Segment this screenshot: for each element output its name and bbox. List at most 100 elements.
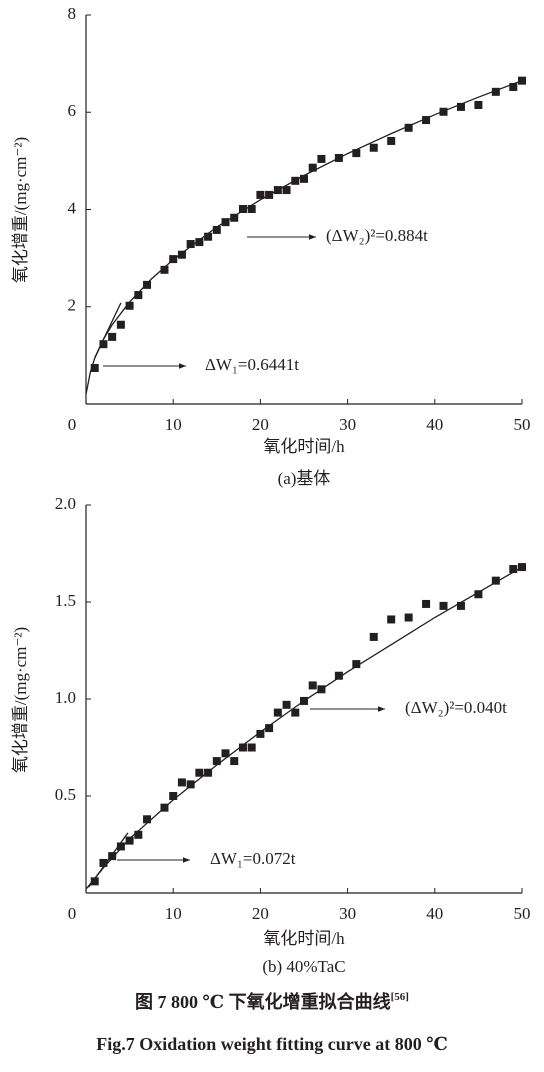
subtitle: (b) 40%TaC	[262, 957, 345, 976]
data-point	[108, 852, 117, 861]
caption-en: Fig.7 Oxidation weight fitting curve at …	[96, 1034, 448, 1054]
data-point	[160, 803, 169, 812]
data-point	[90, 877, 99, 886]
y-tick-label: 4	[68, 198, 77, 217]
data-point	[282, 700, 291, 709]
data-point	[291, 176, 300, 185]
data-point	[273, 708, 282, 717]
data-point	[518, 76, 526, 85]
data-point	[221, 749, 230, 758]
data-point	[116, 842, 125, 851]
data-point	[317, 154, 326, 163]
data-point	[439, 107, 448, 116]
data-point	[352, 149, 361, 158]
data-point	[169, 255, 178, 264]
data-point	[387, 615, 396, 624]
data-point	[212, 757, 221, 766]
data-point	[308, 163, 317, 172]
annotation: (ΔW₂)²=0.884t	[326, 226, 428, 245]
data-point	[221, 218, 230, 227]
data-point	[134, 830, 143, 839]
data-point	[474, 100, 483, 109]
x-tick-label: 30	[339, 904, 356, 923]
caption-ref: [56]	[391, 991, 409, 1003]
y-axis-label: 氧化增重/(mg·cm⁻²)	[11, 137, 30, 283]
data-point	[186, 240, 195, 249]
data-point	[474, 590, 483, 599]
fit-line	[85, 566, 523, 890]
data-point	[195, 768, 204, 777]
data-point	[195, 238, 204, 247]
data-point	[230, 213, 239, 222]
caption-cn: 图 7 800 ℃ 下氧化增重拟合曲线[56]	[135, 991, 409, 1013]
data-point	[204, 232, 213, 241]
x-tick-label: 0	[68, 904, 77, 923]
x-axis-label: 氧化时间/h	[263, 437, 345, 456]
data-point	[404, 123, 413, 132]
y-axis-label: 氧化增重/(mg·cm⁻²)	[11, 627, 30, 773]
data-point	[90, 364, 99, 373]
data-point	[256, 190, 265, 199]
x-tick-label: 10	[165, 904, 182, 923]
y-tick-label: 0.5	[55, 785, 76, 804]
data-point	[256, 729, 265, 738]
data-point	[456, 102, 465, 111]
data-point	[247, 743, 256, 752]
y-tick-label: 6	[68, 101, 77, 120]
data-point	[134, 291, 143, 300]
data-point	[273, 186, 282, 195]
caption-cn-text: 图 7 800 ℃ 下氧化增重拟合曲线	[135, 991, 391, 1012]
y-tick-label: 2	[68, 296, 77, 315]
data-point	[177, 778, 186, 787]
data-point	[518, 563, 526, 572]
annotation: ΔW₁=0.072t	[210, 849, 296, 868]
data-point	[238, 205, 247, 214]
data-point	[230, 757, 239, 766]
x-tick-label: 20	[252, 415, 269, 434]
data-point	[369, 143, 378, 152]
data-point	[99, 858, 108, 867]
data-point	[282, 186, 291, 195]
x-tick-label: 50	[514, 904, 531, 923]
x-tick-label: 30	[339, 415, 356, 434]
data-point	[509, 565, 518, 574]
data-point	[300, 696, 308, 705]
data-point	[247, 205, 256, 214]
data-point	[125, 836, 134, 845]
data-point	[291, 708, 300, 717]
data-point	[212, 225, 221, 234]
data-point	[160, 265, 169, 274]
data-point	[143, 280, 152, 289]
x-tick-label: 10	[165, 415, 182, 434]
annotation: (ΔW₂)²=0.040t	[405, 698, 507, 717]
y-tick-label: 1.5	[55, 591, 76, 610]
y-tick-label: 2.0	[55, 494, 76, 513]
x-axis-label: 氧化时间/h	[263, 929, 345, 948]
data-point	[334, 671, 343, 680]
y-tick-label: 8	[68, 4, 77, 23]
data-point	[169, 792, 178, 800]
data-point	[177, 250, 186, 259]
x-tick-label: 40	[426, 415, 443, 434]
data-point	[369, 632, 378, 641]
annotation: ΔW₁=0.6441t	[205, 355, 299, 374]
data-point	[116, 320, 125, 329]
data-point	[404, 613, 413, 622]
x-tick-label: 50	[514, 415, 531, 434]
data-point	[422, 599, 431, 608]
x-tick-label: 0	[68, 415, 77, 434]
data-point	[99, 340, 108, 349]
x-tick-label: 20	[252, 904, 269, 923]
data-point	[352, 660, 361, 669]
fit-line	[94, 302, 122, 359]
data-point	[491, 87, 500, 96]
x-tick-label: 40	[426, 904, 443, 923]
data-point	[308, 681, 317, 690]
data-point	[334, 153, 343, 162]
data-point	[422, 116, 431, 125]
data-point	[456, 601, 465, 610]
data-point	[238, 743, 247, 752]
subtitle: (a)基体	[278, 469, 331, 488]
data-point	[509, 82, 518, 91]
